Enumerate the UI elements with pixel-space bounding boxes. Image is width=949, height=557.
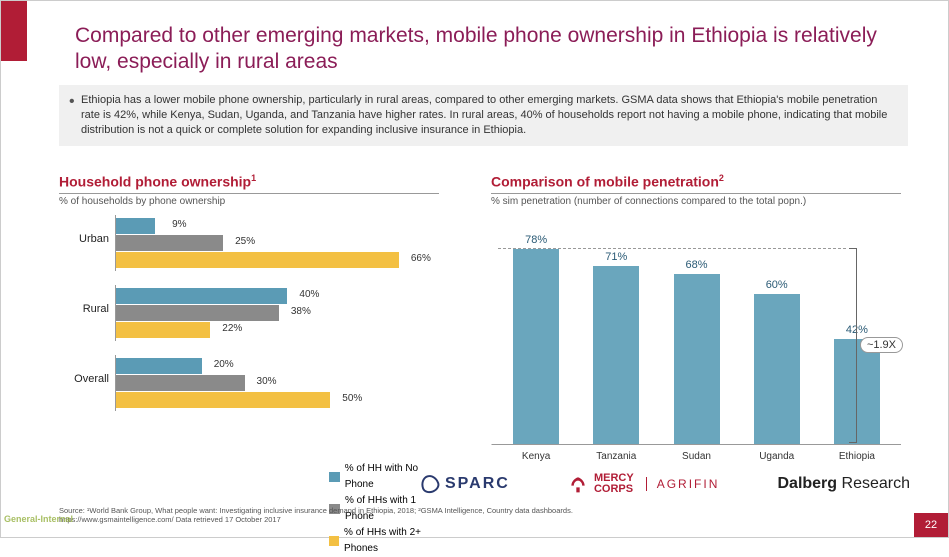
hbar-category-label: Overall bbox=[55, 373, 109, 385]
hbar-stack: 9%25%66% bbox=[115, 215, 439, 271]
hbar-value-label: 22% bbox=[222, 323, 242, 334]
hbar-value-label: 50% bbox=[342, 393, 362, 404]
hbar-category-label: Rural bbox=[55, 303, 109, 315]
hbar: 38% bbox=[116, 305, 279, 321]
left-chart-subtitle: % of households by phone ownership bbox=[59, 196, 439, 207]
sparc-icon bbox=[418, 472, 441, 495]
source-citation: Source: ¹World Bank Group, What people w… bbox=[59, 506, 888, 526]
hbar-group: Rural40%38%22% bbox=[59, 285, 439, 341]
vbar-value-label: 68% bbox=[685, 259, 707, 271]
source-line2: https://www.gsmaintelligence.com/ Data r… bbox=[59, 515, 281, 524]
accent-block bbox=[1, 1, 27, 61]
mercycorps-icon bbox=[568, 474, 588, 494]
vbar-column: 60%Uganda bbox=[737, 279, 817, 444]
vbar-column: 78%Kenya bbox=[496, 234, 576, 444]
watermark: General-Internal bbox=[4, 514, 73, 524]
vbar-value-label: 60% bbox=[766, 279, 788, 291]
hbar-stack: 20%30%50% bbox=[115, 355, 439, 411]
mercycorps-logo: MERCYCORPS AGRIFIN bbox=[568, 473, 719, 495]
vbar-column: 71%Tanzania bbox=[576, 251, 656, 444]
hbar: 22% bbox=[116, 322, 210, 338]
mercycorps-text: MERCYCORPS bbox=[594, 473, 634, 495]
vbar bbox=[593, 266, 639, 444]
hbar-group: Overall20%30%50% bbox=[59, 355, 439, 411]
vbar-plot-area: 78%Kenya71%Tanzania68%Sudan60%Uganda42%E… bbox=[491, 215, 901, 445]
multiplier-badge: ~1.9X bbox=[860, 337, 903, 353]
sparc-text: SPARC bbox=[445, 475, 510, 493]
vbar bbox=[674, 274, 720, 444]
hbar: 50% bbox=[116, 392, 330, 408]
vbar-category-label: Uganda bbox=[737, 451, 817, 462]
hbar-plot-area: Urban9%25%66% Rural40%38%22% Overall20%30%… bbox=[59, 215, 439, 455]
vbar-value-label: 78% bbox=[525, 234, 547, 246]
slide-title: Compared to other emerging markets, mobi… bbox=[75, 23, 908, 76]
hbar-value-label: 30% bbox=[257, 376, 277, 387]
hbar-category-label: Urban bbox=[55, 233, 109, 245]
hbar-group: Urban9%25%66% bbox=[59, 215, 439, 271]
penetration-chart: Comparison of mobile penetration2 % sim … bbox=[491, 173, 901, 445]
vbar-column: 68%Sudan bbox=[656, 259, 736, 444]
hbar-value-label: 9% bbox=[172, 219, 186, 230]
legend-item: % of HHs with 2+ Phones bbox=[329, 525, 439, 557]
agrifin-text: AGRIFIN bbox=[646, 477, 720, 491]
hbar: 9% bbox=[116, 218, 155, 234]
legend-swatch bbox=[329, 472, 340, 482]
legend-label: % of HHs with 2+ Phones bbox=[344, 525, 439, 557]
vbar-category-label: Tanzania bbox=[576, 451, 656, 462]
logos-row: SPARC MERCYCORPS AGRIFIN Dalberg Researc… bbox=[421, 473, 910, 495]
hbar-value-label: 66% bbox=[411, 253, 431, 264]
hbar: 20% bbox=[116, 358, 202, 374]
vbar-value-label: 71% bbox=[605, 251, 627, 263]
vbar-category-label: Ethiopia bbox=[817, 451, 897, 462]
hbar-value-label: 25% bbox=[235, 236, 255, 247]
sparc-logo: SPARC bbox=[421, 475, 510, 493]
right-chart-sup: 2 bbox=[719, 173, 724, 183]
vbar-category-label: Kenya bbox=[496, 451, 576, 462]
left-chart-title-text: Household phone ownership bbox=[59, 174, 251, 190]
right-chart-title: Comparison of mobile penetration2 bbox=[491, 173, 901, 194]
dalberg-text: Dalberg Research bbox=[777, 475, 910, 493]
hbar: 40% bbox=[116, 288, 287, 304]
hbar: 25% bbox=[116, 235, 223, 251]
brace-line-icon bbox=[849, 254, 857, 439]
left-chart-sup: 1 bbox=[251, 173, 256, 183]
dalberg-logo: Dalberg Research bbox=[777, 475, 910, 493]
summary-text: Ethiopia has a lower mobile phone owners… bbox=[81, 93, 898, 138]
right-chart-subtitle: % sim penetration (number of connections… bbox=[491, 196, 901, 207]
reference-line bbox=[498, 248, 846, 249]
hbar: 30% bbox=[116, 375, 245, 391]
household-ownership-chart: Household phone ownership1 % of househol… bbox=[59, 173, 439, 455]
hbar-value-label: 20% bbox=[214, 359, 234, 370]
vbar bbox=[513, 249, 559, 444]
hbar-value-label: 38% bbox=[291, 306, 311, 317]
hbar-value-label: 40% bbox=[299, 289, 319, 300]
vbar-category-label: Sudan bbox=[656, 451, 736, 462]
right-chart-title-text: Comparison of mobile penetration bbox=[491, 174, 719, 190]
hbar: 66% bbox=[116, 252, 399, 268]
bullet-icon: • bbox=[69, 93, 75, 111]
page-number: 22 bbox=[914, 513, 948, 537]
source-line1: Source: ¹World Bank Group, What people w… bbox=[59, 506, 573, 515]
vbar bbox=[754, 294, 800, 444]
left-chart-title: Household phone ownership1 bbox=[59, 173, 439, 194]
brace-cap-icon bbox=[849, 437, 857, 443]
summary-box: • Ethiopia has a lower mobile phone owne… bbox=[59, 85, 908, 146]
hbar-stack: 40%38%22% bbox=[115, 285, 439, 341]
